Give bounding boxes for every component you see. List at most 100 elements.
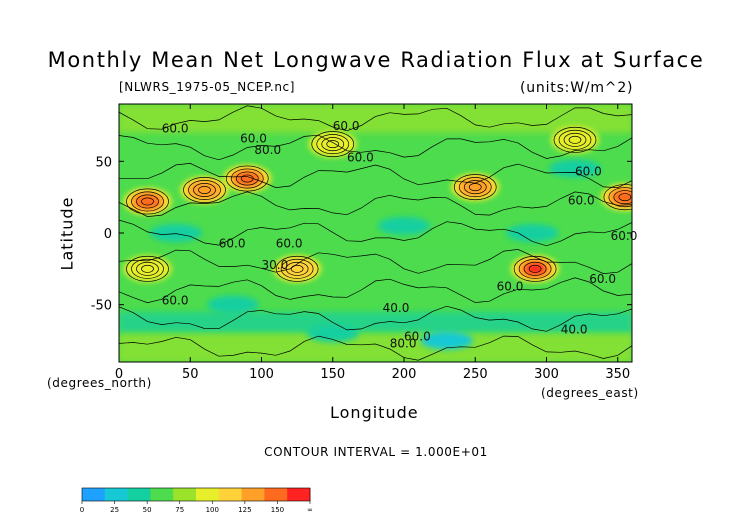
x-tick-label: 200 — [392, 367, 417, 382]
contour-ring — [563, 132, 587, 147]
file-label: [NLWRS_1975-05_NCEP.nc] — [119, 80, 296, 94]
x-axis-label: Longitude — [330, 403, 419, 422]
contour-line — [119, 163, 632, 188]
colorbar-tick-label: 0 — [80, 506, 84, 514]
contour-label: 40.0 — [561, 322, 588, 336]
colorbar-swatch — [150, 488, 174, 501]
contour-ring — [126, 188, 169, 215]
contour-ring — [613, 190, 632, 205]
y-tick-label: 0 — [104, 227, 112, 242]
contour-label: 60.0 — [611, 229, 638, 243]
contour-ring — [553, 126, 597, 153]
contour-ring — [285, 261, 309, 276]
contour-label: 60.0 — [162, 122, 189, 136]
colorbar-swatch — [241, 488, 265, 501]
contour-line — [119, 191, 632, 217]
colorbar-swatch — [82, 488, 106, 501]
colorbar-tick-label: 50 — [143, 506, 152, 514]
contour-ring — [240, 174, 254, 183]
contour-ring — [235, 171, 259, 186]
contour-line — [119, 219, 632, 247]
field-band — [119, 104, 632, 133]
x-tick-label: 350 — [605, 367, 630, 382]
contour-ring — [225, 165, 269, 192]
colorbar-swatch — [104, 488, 129, 501]
contour-ring — [126, 255, 169, 282]
x-tick-label: 300 — [534, 367, 559, 382]
contour-ring — [136, 261, 159, 276]
contour-label: 30.0 — [262, 258, 289, 272]
contour-ring — [321, 137, 345, 152]
warm-region — [235, 171, 260, 186]
colorbar-tick-label: 150 — [271, 506, 284, 514]
cold-region — [420, 331, 473, 350]
contour-lines — [119, 105, 632, 361]
warm-region — [551, 126, 599, 154]
colorbar-tick-label: 125 — [238, 506, 251, 514]
chart-title: Monthly Mean Net Longwave Radiation Flux… — [47, 48, 705, 72]
contour-ring — [183, 177, 226, 203]
x-tick-label: 250 — [463, 367, 488, 382]
contour-label: 60.0 — [497, 279, 524, 293]
colorbar-swatch — [287, 488, 311, 501]
y-axis-ticks: -50 0 50 — [91, 155, 632, 314]
y-tick-label: 50 — [95, 155, 112, 170]
contour-ring — [558, 129, 592, 150]
contour-ring — [568, 135, 582, 144]
x-tick-label: 50 — [182, 367, 199, 382]
contour-label: 60.0 — [333, 119, 360, 133]
contour-ring — [230, 168, 264, 189]
warm-region — [527, 264, 544, 274]
heatmap-field — [119, 104, 632, 362]
colorbar-frame — [81, 487, 311, 502]
contour-ring — [618, 193, 632, 202]
contour-label: 60.0 — [240, 132, 267, 146]
contour-line — [119, 277, 632, 304]
contour-interval-label: CONTOUR INTERVAL = 1.000E+01 — [264, 445, 488, 459]
contour-line — [119, 305, 632, 332]
contour-ring — [316, 134, 350, 155]
contour-ring — [523, 261, 547, 276]
x-axis-ticks: 0 50 100 150 200 250 300 350 — [115, 104, 630, 382]
contour-ring — [275, 255, 319, 282]
contour-ring — [463, 180, 487, 195]
colorbar-swatch — [264, 488, 288, 501]
y-axis-units: (degrees_north) — [47, 376, 152, 390]
cold-region — [207, 295, 259, 314]
field-band — [119, 311, 632, 334]
contour-line — [119, 105, 632, 132]
contour-label: 60.0 — [347, 150, 374, 164]
contour-ring — [528, 264, 542, 273]
colorbar-swatch — [173, 488, 197, 501]
contour-ring — [198, 186, 211, 194]
contour-label: 60.0 — [589, 272, 616, 286]
contour-label: 40.0 — [383, 301, 410, 315]
contour-ring — [188, 180, 221, 200]
y-tick-label: -50 — [91, 299, 112, 314]
colorbar-tick-label: 25 — [110, 506, 119, 514]
contour-ring — [136, 194, 159, 209]
contour-label: 80.0 — [254, 143, 281, 157]
contour-ring — [131, 191, 164, 212]
cold-region — [150, 224, 202, 242]
contour-ring — [280, 258, 314, 279]
warm-region — [123, 255, 172, 283]
contour-label: 60.0 — [219, 236, 246, 250]
contour-ring — [608, 187, 632, 208]
cold-region — [378, 216, 430, 235]
contour-label: 60.0 — [162, 294, 189, 308]
colorbar-swatch — [127, 488, 151, 501]
colorbar-swatch — [196, 488, 220, 501]
contour-ring — [513, 255, 557, 282]
colorbar: 0 25 50 75 100 125 150 ∞ — [80, 487, 313, 514]
cold-region — [549, 159, 601, 178]
contour-ring — [141, 264, 154, 273]
contour-ring — [131, 258, 164, 279]
colorbar-tick-label: ∞ — [307, 506, 313, 514]
contour-ring — [453, 174, 497, 201]
contour-label: 60.0 — [568, 193, 595, 207]
contour-ring — [326, 140, 340, 149]
contour-ring — [603, 184, 632, 211]
contour-label: 60.0 — [575, 165, 602, 179]
x-tick-label: 0 — [115, 367, 123, 382]
